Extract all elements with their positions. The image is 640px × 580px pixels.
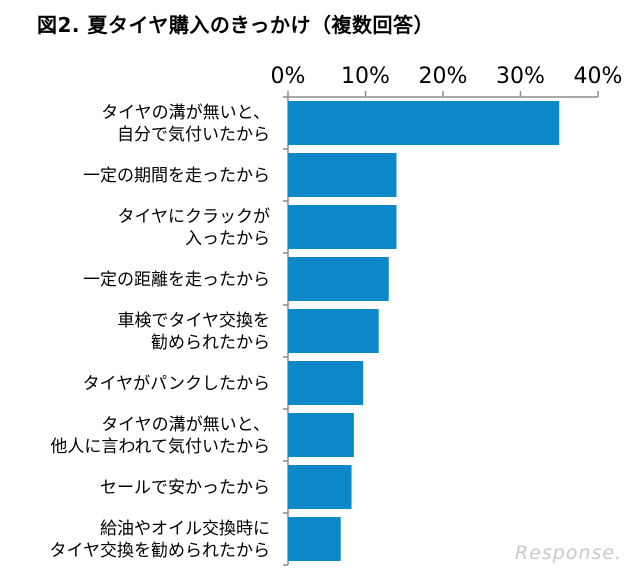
category-label-line: 他人に言われて気付いたから (50, 437, 270, 457)
bar (288, 101, 560, 145)
category-label-line: 給油やオイル交換時に (100, 519, 270, 539)
bar (288, 205, 397, 249)
category-label: タイヤの溝が無いと、自分で気付いたから (101, 103, 270, 145)
bar (288, 309, 379, 353)
category-label-line: タイヤにクラックが (118, 207, 271, 227)
x-tick-label: 40% (574, 64, 623, 89)
x-tick-label: 20% (419, 64, 468, 89)
category-label-line: セールで安かったから (100, 478, 270, 498)
category-label-line: 勧められたから (151, 333, 270, 353)
category-label: セールで安かったから (100, 478, 270, 498)
watermark-logo: Response. (515, 542, 623, 564)
bar (288, 413, 354, 457)
category-label-line: タイヤ交換を勧められたから (50, 541, 271, 561)
category-label-line: 一定の期間を走ったから (83, 166, 270, 186)
category-label: 給油やオイル交換時にタイヤ交換を勧められたから (50, 519, 271, 561)
bar (288, 465, 352, 509)
category-label-line: 自分で気付いたから (117, 125, 270, 145)
category-label: タイヤにクラックが入ったから (118, 207, 271, 249)
x-tick-label: 30% (496, 64, 545, 89)
category-label-line: タイヤがパンクしたから (83, 374, 270, 394)
category-label: 一定の期間を走ったから (83, 166, 270, 186)
x-tick-label: 10% (341, 64, 390, 89)
category-label: 一定の距離を走ったから (83, 270, 270, 290)
category-label: 車検でタイヤ交換を勧められたから (118, 311, 271, 353)
category-label-line: タイヤの溝が無いと、 (101, 415, 270, 435)
chart-title: 図2. 夏タイヤ購入のきっかけ（複数回答） (37, 13, 434, 37)
category-label: タイヤの溝が無いと、他人に言われて気付いたから (50, 415, 270, 457)
category-label-line: タイヤの溝が無いと、 (101, 103, 270, 123)
category-label-line: 入ったから (185, 229, 270, 249)
bar (288, 517, 341, 561)
x-tick-label: 0% (271, 64, 306, 89)
bar (288, 361, 364, 405)
bar (288, 257, 389, 301)
category-label-line: 一定の距離を走ったから (83, 270, 270, 290)
category-label-line: 車検でタイヤ交換を (118, 311, 271, 331)
bar (288, 153, 397, 197)
category-label: タイヤがパンクしたから (83, 374, 270, 394)
